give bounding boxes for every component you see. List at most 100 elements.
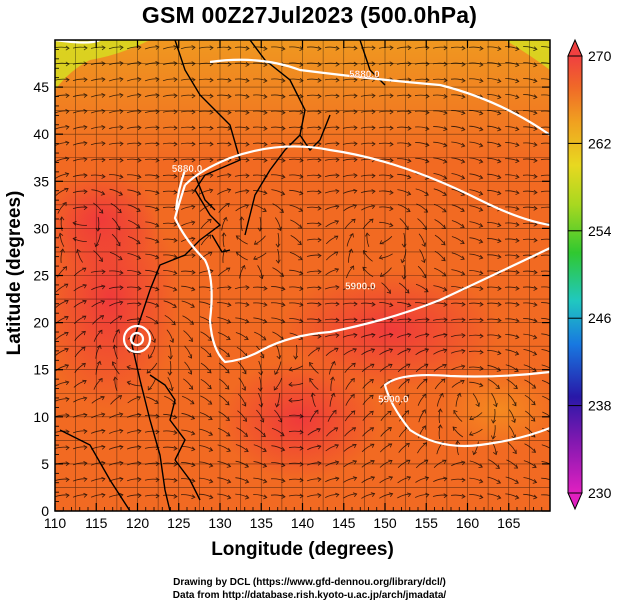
streamline — [361, 460, 375, 468]
streamline-arrow — [288, 397, 293, 403]
streamline — [216, 78, 232, 81]
streamline-arrow — [280, 447, 286, 452]
streamline-arrow — [497, 78, 502, 84]
streamline-arrow — [370, 204, 376, 210]
streamline — [540, 126, 550, 128]
streamline-arrow — [244, 479, 250, 484]
streamline — [379, 476, 393, 484]
streamline — [522, 238, 538, 241]
streamline — [523, 364, 537, 372]
streamline — [415, 126, 430, 130]
streamline — [55, 381, 69, 387]
streamline-arrow — [225, 401, 230, 406]
streamline — [398, 282, 410, 294]
streamline-arrow — [191, 204, 196, 210]
streamline-arrow — [62, 201, 67, 207]
streamline-arrow — [332, 409, 337, 415]
streamline-arrow — [425, 142, 430, 148]
streamline — [346, 233, 354, 247]
streamline — [325, 461, 339, 467]
streamline-arrow — [404, 225, 409, 231]
streamline-arrow — [187, 370, 193, 375]
streamline-arrow — [334, 444, 339, 449]
streamline — [234, 46, 250, 49]
streamline — [309, 378, 319, 390]
streamline — [217, 444, 231, 452]
streamline-arrow — [351, 362, 356, 368]
streamline — [419, 249, 425, 263]
streamline — [235, 204, 249, 212]
streamline — [218, 411, 230, 421]
streamline — [469, 412, 483, 420]
streamline — [324, 62, 340, 65]
streamline — [505, 334, 519, 338]
streamline — [198, 62, 214, 65]
streamline — [109, 413, 123, 419]
streamline — [324, 110, 340, 113]
streamline-arrow — [263, 46, 268, 51]
streamline-arrow — [101, 45, 106, 51]
streamline-arrow — [82, 396, 88, 402]
streamline-arrow — [64, 364, 70, 369]
streamline-arrow — [531, 417, 536, 422]
streamline — [468, 46, 484, 49]
streamline-arrow — [95, 227, 101, 232]
streamline — [59, 233, 65, 247]
streamline-arrow — [65, 413, 70, 419]
streamline-arrow — [208, 415, 213, 421]
streamline — [505, 142, 520, 146]
streamline — [541, 62, 550, 64]
streamline — [181, 395, 195, 405]
streamline-arrow — [452, 426, 457, 431]
streamline — [199, 461, 213, 467]
streamline-arrow — [243, 432, 249, 437]
streamline-arrow — [533, 78, 538, 84]
streamline — [235, 460, 249, 468]
streamline — [57, 202, 67, 214]
colorbar-top-arrow — [567, 38, 583, 57]
streamline — [253, 461, 267, 467]
streamline — [252, 142, 268, 145]
streamline-arrow — [461, 61, 466, 67]
streamline-arrow — [115, 328, 120, 334]
streamline-arrow — [335, 204, 340, 210]
streamline-arrow — [59, 216, 65, 221]
streamline — [397, 459, 411, 468]
streamline — [126, 414, 141, 418]
streamline-arrow — [353, 77, 358, 83]
streamline-arrow — [387, 427, 392, 432]
streamline — [306, 494, 321, 498]
streamline-arrow — [245, 188, 250, 194]
streamline — [218, 347, 230, 357]
streamline-arrow — [425, 158, 430, 164]
streamline — [348, 249, 352, 263]
streamline-arrow — [188, 337, 193, 342]
credits: Drawing by DCL (https://www.gfd-dennou.o… — [0, 576, 619, 602]
streamline-arrow — [479, 126, 484, 132]
streamline — [235, 235, 248, 245]
streamline-arrow — [280, 432, 285, 437]
streamline — [363, 250, 373, 262]
x-tick-label: 150 — [373, 515, 397, 531]
streamline — [181, 221, 195, 227]
streamline-arrow — [209, 125, 214, 131]
streamline-arrow — [552, 206, 555, 210]
streamline-arrow — [83, 77, 88, 83]
streamline-arrow — [245, 61, 250, 67]
streamline — [414, 46, 430, 49]
streamline — [222, 248, 226, 263]
streamline-arrow — [65, 477, 70, 483]
streamline-arrow — [82, 284, 87, 289]
streamline — [148, 345, 156, 359]
streamline — [450, 318, 466, 321]
streamline-arrow — [515, 301, 520, 307]
streamline — [169, 360, 172, 376]
streamline-arrow — [299, 445, 304, 451]
streamline-arrow — [550, 384, 554, 388]
streamline-arrow — [352, 476, 358, 481]
streamline-arrow — [369, 410, 374, 416]
streamline-arrow — [478, 463, 483, 468]
streamline-arrow — [496, 494, 502, 500]
streamline-arrow — [515, 158, 520, 164]
streamline-arrow — [551, 79, 555, 83]
